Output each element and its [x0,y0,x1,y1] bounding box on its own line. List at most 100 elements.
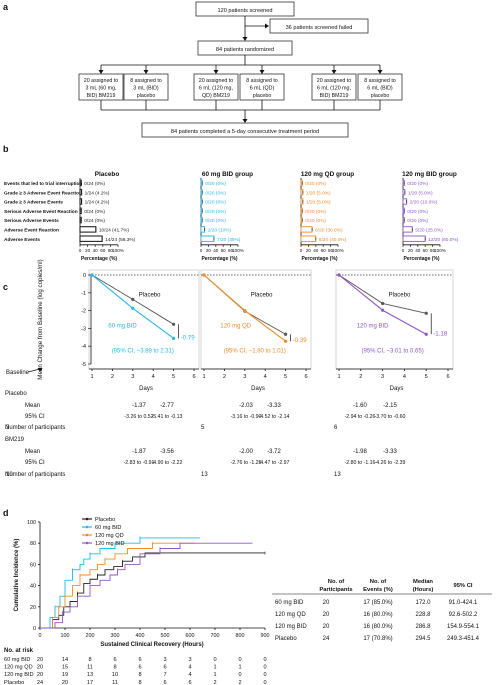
d-risk-value: 20 [37,657,43,663]
c-table-n: 13 [334,472,341,478]
bar-3-5 [402,226,413,233]
d-risk-value: 0 [238,657,241,663]
flow-group-box-1 [123,73,169,101]
bar-data-label: 0/20 (0%) [205,209,226,215]
d-risk-value: 3 [163,657,166,663]
bar-group-title: 120 mg QD group [301,171,354,178]
bar-category-label: Adverse Events [4,237,40,243]
c-x-tick-label: 4 [264,374,267,380]
panel-label-d: d [3,508,9,518]
bar-x-tick-label: 0 [402,248,405,253]
bar-category-label: Grade ≥ 3 Adverse Event Reaction [4,190,82,196]
bar-x-axis-label: Percentage (%) [201,256,237,262]
bar-group-title: Placebo [95,171,120,178]
d-risk-value: 0 [263,680,266,685]
bar-2-6 [300,235,317,242]
d-risk-value: 6 [188,680,191,685]
d-risk-value: 19 [62,672,68,678]
d-summary-cell: 20 [323,600,330,606]
flow-group-text-5-1: 6 mL (BID) [367,86,393,92]
bar-x-tick-label: 0 [79,248,82,253]
bar-x-tick-label: 60 [221,248,227,253]
flow-group-text-4-1: 6 mL (120 mg, [317,86,351,92]
c-table-bm-title: BM219 [5,437,25,443]
bar-group-title: 120 mg BID group [402,171,457,178]
bar-x-tick-label: 20 [85,248,91,253]
c-x-tick-label: 6 [192,374,195,380]
c-table-cell: -2.76 to -1.25 [231,460,262,466]
bar-data-label: 1/20 (5.0%) [306,200,331,206]
d-y-tick-label: 80 [30,541,36,547]
d-risk-value: 7 [163,672,166,678]
d-x-tick-label: 500 [161,633,170,639]
bar-x-tick-label: 40 [213,248,219,253]
c-table-n-label: Number of participants [5,472,65,478]
c-table-n-label: Number of participants [5,425,65,431]
d-risk-value: 6 [138,665,141,671]
flow-group-text-1-0: 8 assigned to [130,78,162,84]
bar-x-tick-label: 80 [228,248,234,253]
c-x-tick-label: 3 [381,374,384,380]
flow-completed-box [141,122,349,138]
d-summary-header: No. of [370,579,386,585]
d-risk-value: 6 [113,657,116,663]
flow-group-arrow-2-head [213,70,219,74]
bar-3-6 [402,235,426,242]
d-risk-value: 2 [238,680,241,685]
c-baseline-label: Baseline [6,370,30,376]
bar-data-label: 0/24 (0%) [84,218,105,224]
bar-data-label: 5/20 (25.0%) [415,228,443,234]
c-table-cell: -4.26 to -2.39 [375,460,406,466]
d-x-tick-label: 100 [61,633,70,639]
d-risk-value: 24 [37,680,43,685]
c-x-tick-label: 5 [425,374,428,380]
c-diff-value: -1.18 [433,330,448,337]
c-table-cell: -2.03 [239,403,253,409]
bar-x-tick-label: 40 [313,248,319,253]
c-treatment-point [131,306,135,310]
c-table-cell: -4.47 to -2.97 [259,460,290,466]
d-summary-header: Median [413,579,433,585]
flow-group-text-2-0: 20 assigned to [199,78,234,84]
c-placebo-line [338,274,427,314]
flow-group-text-4-0: 20 assigned to [317,78,352,84]
c-table-cell: -3.72 [267,449,281,455]
c-diff-value: -0.79 [181,334,196,341]
c-placebo-label: Placebo [139,292,161,298]
bar-data-label: 1/20 (5.0%) [408,190,433,196]
d-summary-cell: 172.0 [415,600,431,606]
bar-x-axis-label: Percentage (%) [81,256,117,262]
c-table-n: 13 [201,472,208,478]
d-summary-cell: 24 [323,636,330,642]
flow-group-text-5-0: 8 assigned to [364,78,396,84]
d-risk-value: 20 [37,672,43,678]
c-x-tick-label: 4 [152,374,155,380]
d-risk-value: 10 [112,672,118,678]
c-table-cell: -2.77 [160,403,174,409]
c-placebo-point [172,322,176,326]
c-table-cell: -2.94 to -0.26 [345,414,376,420]
d-risk-group: 120 mg BID [4,672,34,678]
d-risk-value: 4 [188,665,191,671]
d-risk-value: 1 [238,665,241,671]
d-risk-value: 17 [87,680,93,685]
bar-1-5 [200,226,206,233]
c-treatment-point [337,273,341,277]
d-km-curve-2 [40,542,195,629]
flow-group-text-3-0: 8 assigned to [246,78,278,84]
bar-data-label: 0/20 (0%) [305,181,326,187]
bar-1-6 [200,235,215,242]
bar-x-tick-label: 100% [112,248,124,253]
bar-data-label: 0/20 (0%) [205,218,226,224]
c-table-cell: -4.52 to -2.14 [259,414,290,420]
bar-2-5 [300,226,313,233]
d-summary-cell: 286.8 [415,624,431,630]
flow-group-text-0-2: BID) BM219 [87,93,116,99]
bar-data-label: 0/20 (0%) [205,200,226,206]
d-legend-label: 120 mg BID [95,541,125,547]
d-legend-marker [85,525,89,529]
d-risk-group: 120 mg QD [4,665,33,671]
bar-category-label: Events that led to trial interruption [4,181,82,187]
d-risk-value: 0 [263,657,266,663]
flow-completed-text: 84 patients completed a 5-day consecutiv… [171,129,319,135]
